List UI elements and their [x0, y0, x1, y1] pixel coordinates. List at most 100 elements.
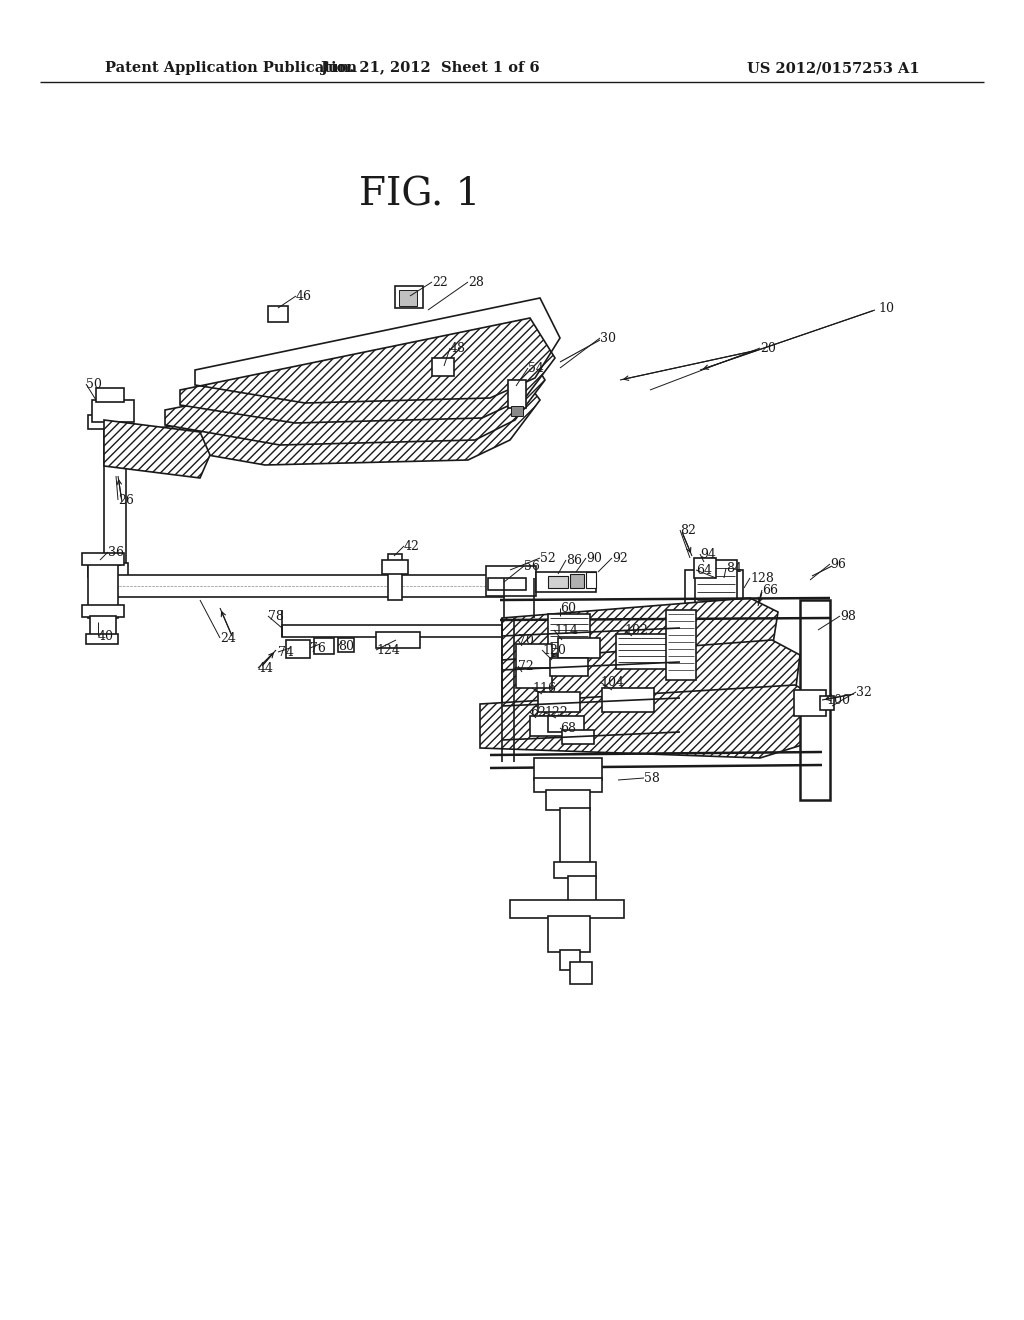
- Bar: [268, 306, 288, 322]
- Bar: [90, 616, 116, 638]
- Bar: [516, 644, 552, 671]
- Text: 36: 36: [108, 545, 124, 558]
- Bar: [104, 576, 504, 597]
- Text: 26: 26: [118, 494, 134, 507]
- Bar: [666, 610, 696, 680]
- Text: 28: 28: [468, 276, 484, 289]
- Bar: [511, 407, 523, 416]
- Bar: [558, 638, 600, 657]
- Bar: [794, 690, 826, 715]
- Bar: [108, 408, 120, 418]
- Bar: [82, 605, 124, 616]
- Polygon shape: [165, 341, 545, 445]
- Bar: [92, 400, 134, 422]
- Text: 64: 64: [696, 564, 712, 577]
- Bar: [96, 388, 124, 403]
- Bar: [488, 578, 526, 590]
- Bar: [568, 876, 596, 906]
- Text: 90: 90: [586, 552, 602, 565]
- Text: 96: 96: [830, 557, 846, 570]
- Bar: [560, 808, 590, 869]
- Bar: [395, 286, 423, 308]
- Bar: [820, 696, 834, 710]
- Bar: [560, 950, 580, 970]
- Text: 92: 92: [612, 552, 628, 565]
- Text: 74: 74: [278, 645, 294, 659]
- Text: 62: 62: [530, 705, 546, 718]
- Text: 128: 128: [750, 572, 774, 585]
- Text: 70: 70: [518, 634, 534, 647]
- Bar: [108, 554, 120, 565]
- Polygon shape: [150, 360, 540, 465]
- Text: 78: 78: [268, 610, 284, 623]
- Bar: [486, 566, 536, 597]
- Text: Patent Application Publication: Patent Application Publication: [105, 61, 357, 75]
- Bar: [510, 900, 624, 917]
- Bar: [508, 380, 526, 408]
- Text: 48: 48: [450, 342, 466, 355]
- Polygon shape: [480, 685, 822, 758]
- Text: 54: 54: [528, 362, 544, 375]
- Bar: [88, 414, 128, 429]
- Bar: [286, 640, 310, 657]
- Bar: [534, 758, 602, 780]
- Text: 56: 56: [524, 560, 540, 573]
- Text: 102: 102: [624, 623, 648, 636]
- Bar: [338, 638, 354, 652]
- Polygon shape: [502, 640, 800, 714]
- Text: 46: 46: [296, 289, 312, 302]
- Bar: [800, 601, 830, 800]
- Bar: [550, 657, 588, 676]
- Text: 120: 120: [542, 644, 566, 656]
- Text: FIG. 1: FIG. 1: [359, 177, 480, 214]
- Text: 114: 114: [554, 623, 578, 636]
- Text: 86: 86: [566, 553, 582, 566]
- Bar: [548, 614, 590, 653]
- Text: 68: 68: [560, 722, 575, 734]
- Text: 80: 80: [338, 639, 354, 652]
- Bar: [82, 553, 124, 565]
- Polygon shape: [104, 420, 210, 478]
- Bar: [516, 668, 552, 688]
- Bar: [546, 789, 590, 810]
- Bar: [282, 624, 502, 638]
- Text: 40: 40: [98, 630, 114, 643]
- Text: 10: 10: [878, 301, 894, 314]
- Bar: [695, 560, 737, 624]
- Text: Jun. 21, 2012  Sheet 1 of 6: Jun. 21, 2012 Sheet 1 of 6: [321, 61, 540, 75]
- Bar: [432, 358, 454, 376]
- Text: 20: 20: [760, 342, 776, 355]
- Bar: [602, 688, 654, 711]
- Bar: [314, 638, 334, 653]
- Text: 116: 116: [532, 681, 556, 694]
- Bar: [536, 572, 596, 591]
- Bar: [586, 572, 596, 587]
- Text: 76: 76: [310, 642, 326, 655]
- Text: 58: 58: [644, 771, 659, 784]
- Bar: [376, 632, 420, 648]
- Text: 24: 24: [220, 631, 236, 644]
- Bar: [570, 962, 592, 983]
- Bar: [685, 570, 743, 620]
- Bar: [616, 634, 671, 669]
- Text: 84: 84: [726, 561, 742, 574]
- Text: 50: 50: [86, 378, 101, 391]
- Text: 52: 52: [540, 552, 556, 565]
- Text: 122: 122: [544, 705, 567, 718]
- Polygon shape: [180, 318, 555, 422]
- Text: 66: 66: [762, 583, 778, 597]
- Bar: [382, 560, 408, 574]
- Text: 60: 60: [560, 602, 575, 615]
- Bar: [554, 862, 596, 878]
- Bar: [104, 420, 126, 579]
- Bar: [570, 574, 584, 587]
- Bar: [93, 554, 105, 565]
- Bar: [548, 916, 590, 952]
- Text: 42: 42: [404, 540, 420, 553]
- Bar: [399, 290, 417, 306]
- Bar: [88, 558, 118, 618]
- Bar: [530, 715, 564, 737]
- Bar: [548, 576, 568, 587]
- Bar: [562, 730, 594, 744]
- Text: 104: 104: [600, 676, 624, 689]
